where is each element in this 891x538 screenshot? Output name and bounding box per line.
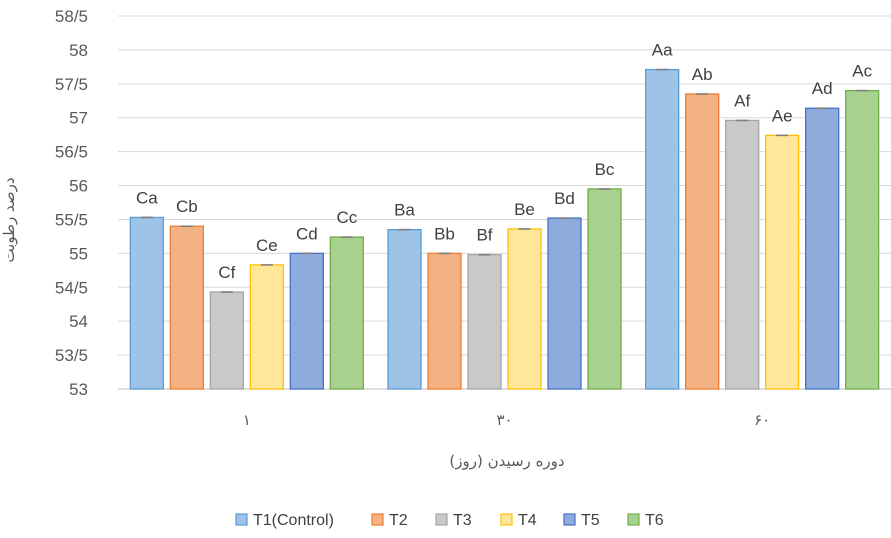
data-label: Ae [772, 106, 793, 125]
y-tick-label: 57 [69, 109, 88, 128]
bar [329, 236, 364, 390]
legend-label: T1(Control) [253, 512, 334, 529]
data-label: Be [514, 200, 535, 219]
legend-label: T4 [518, 512, 537, 529]
bar [129, 216, 164, 390]
gridlines [118, 15, 891, 390]
data-label: Bd [554, 189, 575, 208]
x-axis-categories: ۱ ۳۰ ۶۰ [243, 411, 770, 429]
bar [289, 252, 324, 390]
legend-label: T6 [645, 512, 664, 529]
data-label: Ac [852, 62, 872, 81]
y-tick-label: 55 [69, 244, 88, 263]
bar [547, 217, 582, 390]
data-label: Aa [652, 41, 673, 60]
data-label: Ad [812, 79, 833, 98]
y-tick-label: 54 [69, 312, 88, 331]
data-label: Bc [595, 160, 615, 179]
y-tick-label: 56/5 [55, 143, 88, 162]
x-tick-label: ۶۰ [754, 411, 770, 429]
data-labels: Ca Cb Cf Ce Cd Cc Ba Bb Bf Be Bd Bc Aa Ab Af Ae Ad Ac [136, 41, 873, 282]
data-label: Bf [476, 226, 492, 245]
legend-swatch [435, 513, 448, 526]
data-label: Ca [136, 188, 158, 207]
legend-swatch [563, 513, 576, 526]
bar [249, 264, 284, 390]
data-label: Ce [256, 236, 278, 255]
bar [845, 89, 880, 390]
legend-label: T5 [581, 512, 600, 529]
data-label: Cb [176, 197, 198, 216]
bar [209, 291, 244, 390]
bars [129, 68, 880, 390]
bar [725, 119, 760, 390]
x-axis-title: دوره رسیدن (روز) [449, 452, 564, 470]
x-tick-label: ۳۰ [496, 411, 512, 429]
legend-swatch [371, 513, 384, 526]
legend-label: T2 [389, 512, 408, 529]
bar [387, 228, 422, 390]
data-label: Cc [336, 208, 357, 227]
legend-swatch [627, 513, 640, 526]
bar [427, 252, 462, 390]
y-tick-label: 55/5 [55, 210, 88, 229]
x-tick-label: ۱ [243, 411, 251, 429]
y-tick-label: 53 [69, 380, 88, 399]
data-label: Cf [218, 263, 235, 282]
data-label: Ab [692, 65, 713, 84]
legend-label: T3 [453, 512, 472, 529]
legend-swatch [235, 513, 248, 526]
y-tick-label: 58/5 [55, 7, 88, 26]
bar [169, 225, 204, 390]
bar [467, 254, 502, 390]
bar [645, 68, 680, 390]
bar [805, 107, 840, 390]
bar [765, 134, 800, 390]
y-axis-ticks: 53 53/5 54 54/5 55 55/5 56 56/5 57 57/5 58 58/5 [55, 7, 88, 399]
legend-swatch [500, 513, 513, 526]
y-tick-label: 57/5 [55, 75, 88, 94]
bar [507, 228, 542, 390]
data-label: Af [734, 91, 750, 110]
data-label: Cd [296, 224, 318, 243]
y-tick-label: 58 [69, 41, 88, 60]
bar [587, 188, 622, 390]
bar [685, 93, 720, 390]
data-label: Bb [434, 224, 455, 243]
legend: T1(Control) T2 T3 T4 T5 T6 [235, 512, 664, 529]
y-tick-label: 53/5 [55, 346, 88, 365]
y-axis-title: درصد رطوبت [0, 177, 18, 262]
y-tick-label: 56 [69, 177, 88, 196]
data-label: Ba [394, 201, 415, 220]
y-tick-label: 54/5 [55, 278, 88, 297]
